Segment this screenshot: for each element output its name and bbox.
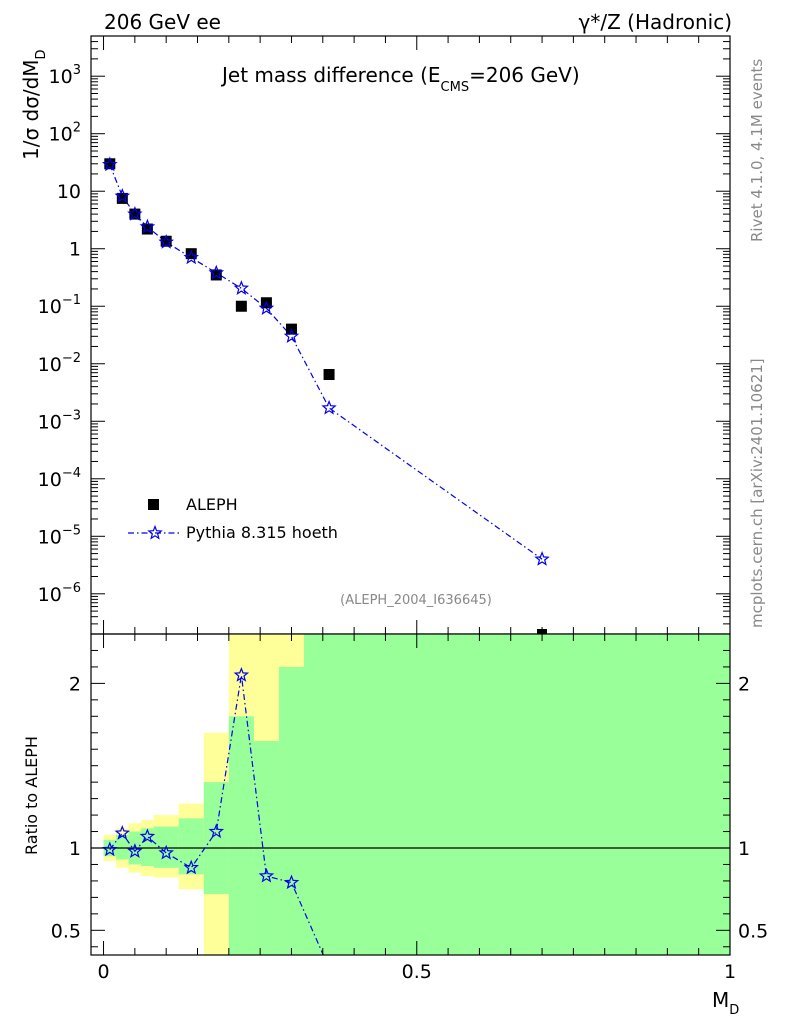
ratio-point <box>258 867 275 883</box>
aleph-point <box>235 300 247 312</box>
aleph-point <box>129 208 141 220</box>
x-axis-label: MD <box>712 988 739 1018</box>
pythia-point <box>208 264 225 280</box>
green-band <box>278 666 304 955</box>
pythia-point <box>114 188 131 203</box>
main-y-tick-label: 103 <box>49 63 81 88</box>
green-band <box>304 634 730 955</box>
main-y-tick-label: 10−1 <box>38 293 81 318</box>
ratio-x-tick-label: 0.5 <box>402 961 432 983</box>
pythia-point <box>127 205 143 221</box>
main-series <box>102 156 550 566</box>
ratio-x-tick-label: 1 <box>724 961 736 983</box>
main-y-tick-label: 102 <box>49 121 81 146</box>
legend-pythia-label: Pythia 8.315 hoeth <box>186 523 338 542</box>
main-ticks <box>91 35 731 635</box>
ratio-y-tick-label-left: 2 <box>69 673 81 695</box>
green-band <box>203 782 229 895</box>
ratio-series-group <box>102 667 324 955</box>
pythia-point <box>158 234 175 249</box>
mcplots-label: mcplots.cern.ch [arXiv:2401.10621] <box>748 358 766 628</box>
ratio-point <box>139 828 156 844</box>
pythia-point <box>283 328 300 343</box>
main-frame <box>90 35 731 635</box>
main-y-tick-label: 10−2 <box>38 351 81 376</box>
aleph-point <box>160 235 172 247</box>
aleph-point <box>104 158 116 170</box>
ratio-point <box>183 859 199 875</box>
rivet-version-label: Rivet 4.1.0, 4.1M events <box>748 59 766 242</box>
aleph-point <box>323 369 335 381</box>
main-y-tick-label: 1 <box>69 239 81 261</box>
main-title: Jet mass difference (ECMS=206 GeV) <box>220 63 580 95</box>
ratio-series <box>102 667 324 955</box>
aleph-point <box>210 269 222 281</box>
ratio-y-axis-label: Ratio to ALEPH <box>22 736 41 855</box>
main-y-tick-label: 10−4 <box>38 466 81 491</box>
ratio-y-tick-label-left: 0.5 <box>51 920 81 942</box>
main-y-axis-label: 1/σ dσ/dMD <box>19 49 49 160</box>
main-y-tick-label: 10−3 <box>38 408 81 433</box>
ratio-tick-labels: 0.5 0.51 12 20 0.5 1 <box>51 673 768 983</box>
green-band <box>178 818 204 875</box>
pythia-point <box>258 300 275 315</box>
ratio-x-tick-label: 0 <box>97 961 109 983</box>
green-band <box>228 716 254 955</box>
pythia-point <box>321 399 337 415</box>
ratio-error-bands <box>103 634 730 955</box>
ratio-y-tick-label-left: 1 <box>69 838 81 860</box>
pythia-point <box>233 280 250 295</box>
ratio-point <box>283 874 300 890</box>
ratio-point <box>127 843 143 858</box>
legend-pythia-marker <box>147 524 163 540</box>
ratio-point <box>158 844 175 860</box>
pythia-point <box>183 249 199 265</box>
legend: ALEPH Pythia 8.315 hoeth <box>128 495 338 542</box>
ratio-y-tick-label-right: 1 <box>738 838 750 860</box>
ratio-point <box>114 825 131 840</box>
ratio-frame <box>90 633 731 956</box>
pythia-point <box>534 551 550 566</box>
ratio-line <box>109 675 324 955</box>
legend-aleph-label: ALEPH <box>186 495 238 514</box>
ratio-ticks <box>91 634 731 955</box>
main-y-tick-label: 10 <box>57 181 81 203</box>
ratio-panel: 0.5 0.51 12 20 0.5 1 Ratio to ALEPH MD <box>22 633 768 1018</box>
main-y-tick-label: 10−6 <box>38 581 81 606</box>
header-right-label: γ*/Z (Hadronic) <box>579 10 732 34</box>
green-band <box>116 834 129 860</box>
ratio-y-tick-label-right: 2 <box>738 673 750 695</box>
header-left-label: 206 GeV ee <box>104 10 221 34</box>
pythia-point <box>102 156 118 172</box>
main-y-tick-label: 10−5 <box>38 523 81 548</box>
ratio-point <box>233 667 250 682</box>
analysis-tag: (ALEPH_2004_I636645) <box>340 593 492 608</box>
legend-aleph-marker <box>148 499 159 510</box>
aleph-overflow-marker <box>537 629 547 635</box>
aleph-point <box>185 248 197 260</box>
pythia-point <box>139 218 156 234</box>
pythia-line <box>109 164 543 560</box>
ratio-point <box>208 823 225 839</box>
ratio-point <box>102 841 118 857</box>
ratio-y-tick-label-right: 0.5 <box>738 920 768 942</box>
